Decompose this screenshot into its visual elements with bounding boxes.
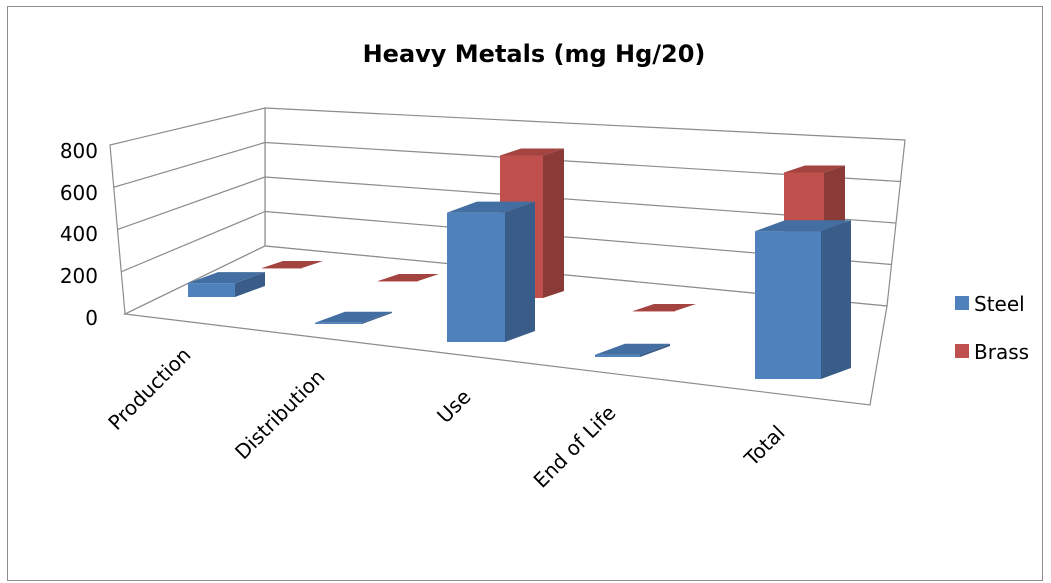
bar-steel-3 bbox=[595, 343, 670, 357]
bar-brass-0-front bbox=[262, 268, 302, 269]
gridline bbox=[113, 141, 266, 188]
bars bbox=[188, 148, 851, 379]
bar-steel-0-top bbox=[188, 272, 265, 284]
bar-steel-1 bbox=[315, 311, 392, 324]
y-axis-ticks: 0 200 400 600 800 bbox=[60, 139, 98, 330]
bar-steel-4-side bbox=[821, 220, 851, 379]
y-tick-label: 400 bbox=[60, 222, 98, 246]
bar-brass-1-top bbox=[378, 274, 439, 281]
bar-brass-3 bbox=[633, 304, 696, 312]
gridline bbox=[121, 210, 266, 273]
bar-steel-3-side bbox=[640, 343, 670, 357]
bar-steel-2 bbox=[447, 201, 535, 342]
bar-steel-2-top bbox=[447, 201, 535, 213]
bar-steel-0 bbox=[188, 272, 265, 297]
bar-steel-4-top bbox=[755, 220, 851, 232]
y-tick-label: 0 bbox=[85, 306, 98, 330]
bar-brass-0 bbox=[262, 261, 323, 269]
bar-steel-0-side bbox=[235, 272, 265, 297]
bar-steel-3-front bbox=[595, 354, 640, 357]
legend-label-steel: Steel bbox=[974, 292, 1025, 316]
y-tick-label: 600 bbox=[60, 181, 98, 205]
bar-brass-1 bbox=[378, 274, 439, 282]
bar-steel-3-top bbox=[595, 343, 670, 355]
bar-steel-1-top bbox=[315, 311, 392, 323]
bar-brass-3-front bbox=[633, 311, 675, 312]
y-tick-label: 800 bbox=[60, 139, 98, 163]
bar-brass-4-top bbox=[784, 165, 845, 173]
bar-steel-2-side bbox=[505, 201, 535, 342]
bar-brass-2-top bbox=[500, 148, 564, 156]
legend: Steel Brass bbox=[955, 292, 1029, 364]
bar-steel-0-front bbox=[188, 283, 235, 297]
bar-steel-1-front bbox=[315, 322, 362, 324]
legend-label-brass: Brass bbox=[974, 340, 1029, 364]
bar-brass-1-front bbox=[378, 281, 418, 282]
x-category-label: Use bbox=[432, 385, 475, 428]
x-category-label: Distribution bbox=[230, 365, 329, 464]
x-category-label: Production bbox=[103, 343, 195, 435]
bar-steel-4-front bbox=[755, 231, 821, 379]
x-category-label: End of Life bbox=[529, 401, 621, 493]
bar-steel-4 bbox=[755, 220, 851, 379]
legend-swatch-brass bbox=[955, 344, 969, 358]
bar-steel-2-front bbox=[447, 212, 505, 342]
bar-brass-0-top bbox=[262, 261, 323, 268]
bar-brass-3-top bbox=[633, 304, 696, 311]
bar-brass-2-side bbox=[543, 148, 564, 298]
legend-swatch-steel bbox=[955, 296, 969, 310]
y-tick-label: 200 bbox=[60, 264, 98, 288]
chart-title: Heavy Metals (mg Hg/20) bbox=[363, 40, 706, 68]
x-category-label: Total bbox=[739, 421, 790, 472]
gridline bbox=[117, 176, 266, 231]
bar-steel-1-side bbox=[362, 311, 392, 324]
